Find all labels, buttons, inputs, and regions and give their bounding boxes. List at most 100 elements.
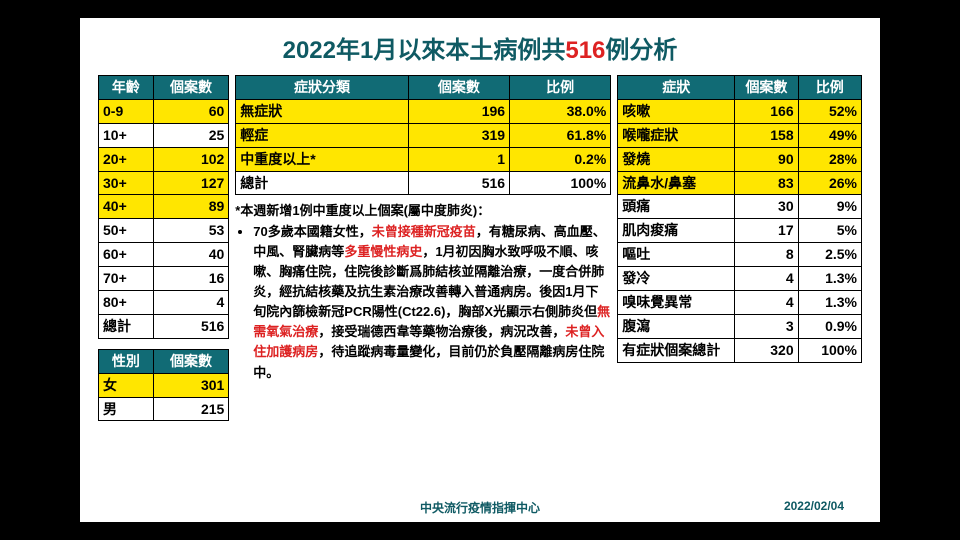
title-post: 例分析 [605, 37, 677, 64]
table-row: 40+89 [99, 195, 229, 219]
row-label: 男 [99, 397, 154, 421]
table-row: 80+4 [99, 291, 229, 315]
row-pct: 0.9% [798, 314, 861, 338]
row-count: 4 [735, 291, 798, 315]
row-pct: 61.8% [510, 123, 611, 147]
row-count: 319 [408, 123, 509, 147]
content-columns: 年齡 個案數 0-96010+2520+10230+12740+8950+536… [98, 75, 862, 421]
row-label: 女 [99, 373, 154, 397]
middle-column: 症狀分類 個案數 比例 無症狀19638.0%輕症31961.8%中重度以上*1… [235, 75, 611, 421]
row-label: 流鼻水/鼻塞 [618, 171, 735, 195]
row-label: 腹瀉 [618, 314, 735, 338]
note-heading: *本週新增1例中重度以上個案(屬中度肺炎)： [235, 201, 611, 221]
note-highlight: 未曾接種新冠疫苗 [372, 224, 476, 239]
note-text: ，接受瑞德西韋等藥物治療後，病況改善， [318, 324, 565, 339]
table-row: 頭痛309% [618, 195, 862, 219]
table-row: 腹瀉30.9% [618, 314, 862, 338]
left-column: 年齡 個案數 0-96010+2520+10230+12740+8950+536… [98, 75, 229, 421]
row-count: 516 [408, 171, 509, 195]
age-header-label: 年齡 [99, 76, 154, 100]
row-label: 總計 [99, 314, 154, 338]
row-label: 喉嚨症狀 [618, 123, 735, 147]
row-count: 516 [153, 314, 229, 338]
table-row: 嗅味覺異常41.3% [618, 291, 862, 315]
table-row: 有症狀個案總計320100% [618, 338, 862, 362]
row-count: 4 [735, 267, 798, 291]
row-label: 發冷 [618, 267, 735, 291]
footer-date: 2022/02/04 [724, 499, 844, 516]
table-row: 20+102 [99, 147, 229, 171]
row-count: 215 [153, 397, 229, 421]
table-row: 發冷41.3% [618, 267, 862, 291]
row-count: 166 [735, 99, 798, 123]
table-row: 輕症31961.8% [236, 123, 611, 147]
row-pct: 28% [798, 147, 861, 171]
row-label: 中重度以上* [236, 147, 409, 171]
table-row: 70+16 [99, 267, 229, 291]
age-header-count: 個案數 [153, 76, 229, 100]
row-pct: 5% [798, 219, 861, 243]
title-number: 516 [565, 37, 605, 64]
row-pct: 100% [510, 171, 611, 195]
footer-center: 中央流行疫情指揮中心 [236, 499, 724, 516]
table-row: 咳嗽16652% [618, 99, 862, 123]
row-label: 20+ [99, 147, 154, 171]
slide-footer: 中央流行疫情指揮中心 2022/02/04 [80, 499, 880, 516]
row-pct: 1.3% [798, 267, 861, 291]
age-table: 年齡 個案數 0-96010+2520+10230+12740+8950+536… [98, 75, 229, 339]
title-pre: 2022年1月以來本土病例共 [283, 37, 566, 64]
sex-table: 性別 個案數 女301男215 [98, 349, 229, 422]
table-row: 60+40 [99, 243, 229, 267]
row-label: 嘔吐 [618, 243, 735, 267]
row-label: 70+ [99, 267, 154, 291]
table-row: 10+25 [99, 123, 229, 147]
row-count: 4 [153, 291, 229, 315]
row-pct: 52% [798, 99, 861, 123]
row-label: 總計 [236, 171, 409, 195]
symptom-table: 症狀 個案數 比例 咳嗽16652%喉嚨症狀15849%發燒9028%流鼻水/鼻… [617, 75, 862, 363]
sex-header-label: 性別 [99, 349, 154, 373]
table-row: 發燒9028% [618, 147, 862, 171]
row-count: 1 [408, 147, 509, 171]
table-row: 0-960 [99, 99, 229, 123]
table-row: 嘔吐82.5% [618, 243, 862, 267]
sym-header-label: 症狀 [618, 76, 735, 100]
table-row: 肌肉痠痛175% [618, 219, 862, 243]
row-label: 咳嗽 [618, 99, 735, 123]
sev-header-pct: 比例 [510, 76, 611, 100]
row-label: 0-9 [99, 99, 154, 123]
slide-title: 2022年1月以來本土病例共516例分析 [98, 30, 862, 65]
sym-header-count: 個案數 [735, 76, 798, 100]
table-row: 男215 [99, 397, 229, 421]
note-highlight: 多重慢性病史 [344, 244, 422, 259]
row-count: 158 [735, 123, 798, 147]
row-count: 25 [153, 123, 229, 147]
table-row: 喉嚨症狀15849% [618, 123, 862, 147]
row-pct: 2.5% [798, 243, 861, 267]
slide: 2022年1月以來本土病例共516例分析 年齡 個案數 0-96010+2520… [80, 18, 880, 522]
row-count: 8 [735, 243, 798, 267]
row-label: 有症狀個案總計 [618, 338, 735, 362]
row-pct: 9% [798, 195, 861, 219]
row-count: 53 [153, 219, 229, 243]
row-pct: 26% [798, 171, 861, 195]
table-row: 總計516100% [236, 171, 611, 195]
row-pct: 1.3% [798, 291, 861, 315]
row-label: 頭痛 [618, 195, 735, 219]
sev-header-count: 個案數 [408, 76, 509, 100]
row-count: 127 [153, 171, 229, 195]
row-count: 3 [735, 314, 798, 338]
row-label: 發燒 [618, 147, 735, 171]
row-count: 40 [153, 243, 229, 267]
table-row: 女301 [99, 373, 229, 397]
row-count: 16 [153, 267, 229, 291]
table-row: 中重度以上*10.2% [236, 147, 611, 171]
row-label: 60+ [99, 243, 154, 267]
row-label: 80+ [99, 291, 154, 315]
row-count: 17 [735, 219, 798, 243]
row-label: 10+ [99, 123, 154, 147]
table-row: 50+53 [99, 219, 229, 243]
row-count: 196 [408, 99, 509, 123]
severity-table: 症狀分類 個案數 比例 無症狀19638.0%輕症31961.8%中重度以上*1… [235, 75, 611, 195]
row-count: 30 [735, 195, 798, 219]
